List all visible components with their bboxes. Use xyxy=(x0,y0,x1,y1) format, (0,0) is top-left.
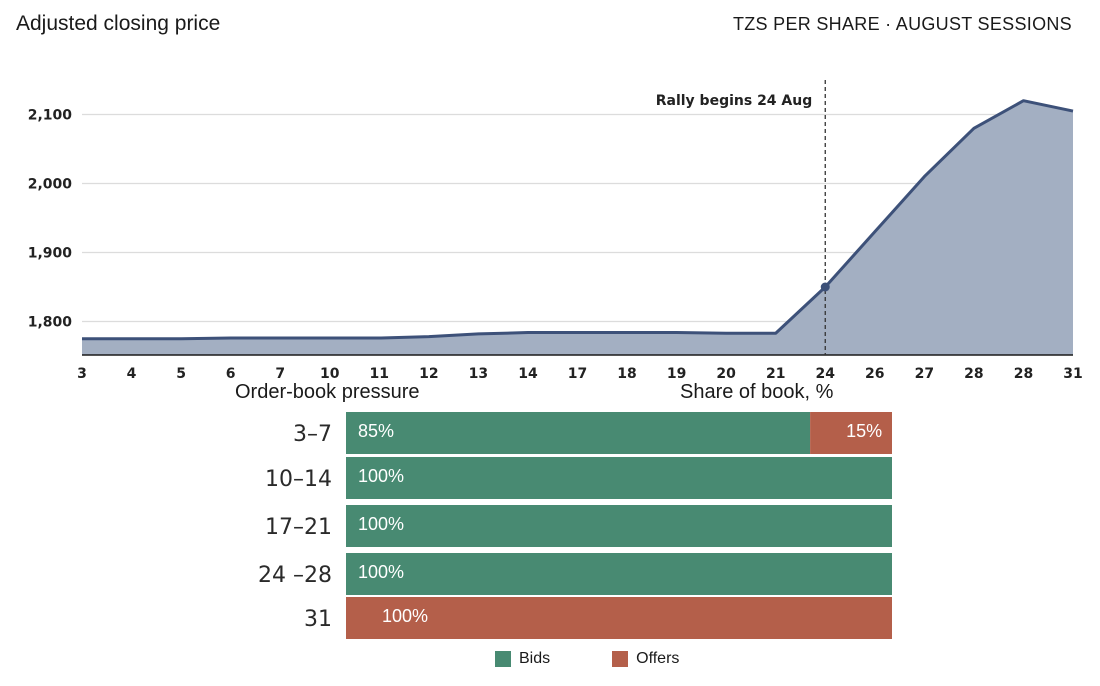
rally-marker-point xyxy=(820,282,830,292)
bar-offers xyxy=(810,412,892,454)
price-line xyxy=(82,99,1074,341)
row-label: 17–21 xyxy=(265,515,332,540)
x-tick-label: 4 xyxy=(127,366,137,382)
x-tick-label: 26 xyxy=(865,366,884,382)
x-tick-label: 5 xyxy=(176,366,186,382)
y-tick-label: 1,800 xyxy=(28,315,73,331)
legend-item-bids: Bids xyxy=(495,650,550,668)
x-tick-label: 13 xyxy=(469,366,488,382)
order-book-axis-label: Share of book, % xyxy=(680,381,834,403)
x-tick-label: 27 xyxy=(915,366,934,382)
row-label: 3–7 xyxy=(293,422,332,447)
x-tick-label: 14 xyxy=(518,366,538,382)
bar-bids xyxy=(346,553,892,595)
order-book-title: Order-book pressure xyxy=(235,381,420,403)
x-tick-label: 12 xyxy=(419,366,438,382)
row-label: 31 xyxy=(304,607,332,632)
row-label: 10–14 xyxy=(265,467,332,492)
x-tick-label: 20 xyxy=(716,366,736,382)
x-tick-label: 18 xyxy=(617,366,636,382)
x-tick-label: 17 xyxy=(568,366,587,382)
bar-value-label: 15% xyxy=(846,421,882,441)
x-tick-label: 7 xyxy=(275,366,285,382)
x-tick-label: 19 xyxy=(667,366,686,382)
legend-swatch-offers xyxy=(612,651,629,667)
y-tick-label: 2,000 xyxy=(28,177,73,193)
bar-bids xyxy=(346,412,811,454)
bar-value-label: 100% xyxy=(358,514,404,534)
x-tick-label: 21 xyxy=(766,366,785,382)
x-tick-label: 28 xyxy=(1014,366,1033,382)
legend-item-offers: Offers xyxy=(612,650,679,668)
x-tick-label: 11 xyxy=(370,366,389,382)
chart-title: Adjusted closing price xyxy=(16,12,221,35)
x-tick-label: 28 xyxy=(964,366,983,382)
x-tick-label: 3 xyxy=(77,366,87,382)
legend-label-offers: Offers xyxy=(636,650,680,667)
y-tick-label: 2,100 xyxy=(28,108,73,124)
y-tick-label: 1,900 xyxy=(28,246,73,262)
x-tick-label: 10 xyxy=(320,366,340,382)
row-label: 24 –28 xyxy=(258,563,332,588)
rally-annotation: Rally begins 24 Aug xyxy=(656,93,813,109)
bar-value-label: 100% xyxy=(358,562,404,582)
bar-value-label: 100% xyxy=(358,466,404,486)
bar-value-label: 85% xyxy=(358,421,394,441)
x-tick-label: 31 xyxy=(1063,366,1082,382)
bar-bids xyxy=(346,505,892,547)
legend-swatch-bids xyxy=(495,651,511,667)
bar-value-label: 100% xyxy=(382,606,428,626)
bar-bids xyxy=(346,457,892,499)
price-area-chart: 1,800 1,900 2,000 2,100 3 4 5 6 7 10 11 12 13 14 17 18 1… xyxy=(28,80,1083,382)
legend-label-bids: Bids xyxy=(519,650,551,667)
x-tick-label: 24 xyxy=(816,366,836,382)
bar-offers xyxy=(346,597,892,639)
x-tick-label: 6 xyxy=(226,366,236,382)
chart-units-label: TZS PER SHARE · AUGUST SESSIONS xyxy=(732,14,1072,34)
legend: Bids Offers xyxy=(495,650,679,668)
